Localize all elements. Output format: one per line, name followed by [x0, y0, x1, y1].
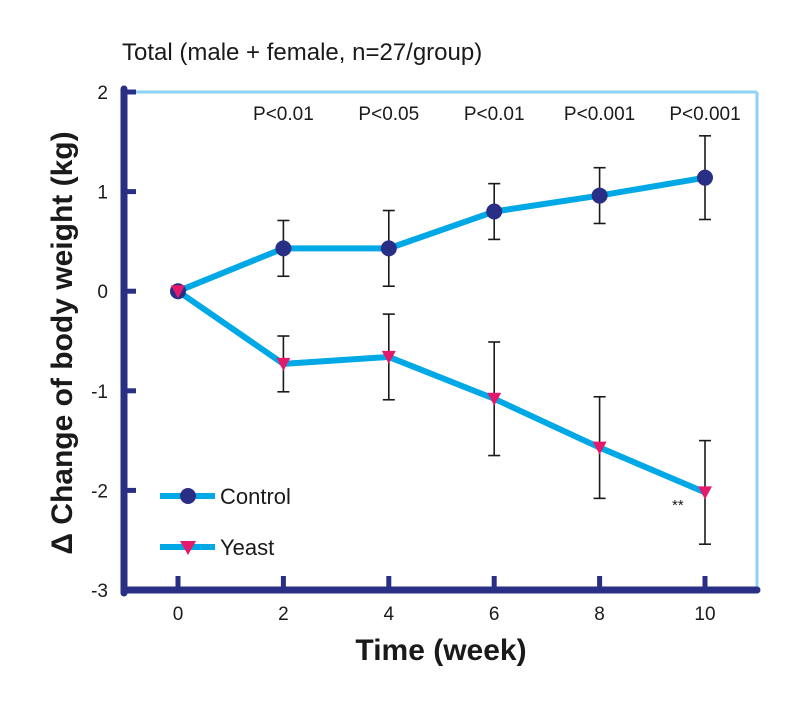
data-point-yeast [698, 486, 712, 500]
data-point-control [275, 240, 292, 257]
legend-label-yeast: Yeast [220, 535, 274, 560]
x-tick-label: 10 [694, 604, 715, 625]
data-point-control [591, 187, 608, 204]
data-point-yeast [381, 350, 396, 364]
data-point-yeast [171, 285, 185, 299]
y-tick-label: 0 [97, 282, 108, 303]
legend-marker-control [180, 488, 196, 504]
p-value-label: P<0.001 [669, 104, 740, 125]
chart-subtitle: Total (male + female, n=27/group) [122, 39, 482, 66]
y-tick-label: -2 [91, 481, 108, 502]
p-value-label: P<0.01 [464, 104, 525, 125]
x-tick-label: 4 [384, 604, 395, 625]
x-axis-title: Time (week) [355, 634, 526, 667]
data-point-control [380, 240, 397, 257]
x-tick-label: 6 [489, 604, 500, 625]
annotation-significance: ** [672, 497, 684, 514]
y-tick-label: -1 [91, 382, 108, 403]
data-point-yeast [487, 392, 502, 406]
y-tick-label: 2 [97, 83, 108, 104]
legend: Control Yeast [160, 484, 291, 560]
series-line-yeast [176, 288, 707, 496]
series-layer [170, 135, 713, 545]
p-value-label: P<0.05 [358, 104, 419, 125]
x-tick-label: 0 [173, 604, 184, 625]
data-point-yeast [276, 357, 291, 371]
p-value-label: P<0.001 [564, 104, 635, 125]
legend-marker-yeast [180, 541, 196, 555]
y-tick-label: 1 [97, 183, 108, 204]
p-value-label: P<0.01 [253, 104, 314, 125]
y-axis-title: Δ Change of body weight (kg) [46, 131, 79, 554]
data-point-control [486, 203, 503, 220]
p-values-layer: P<0.01 P<0.05 P<0.01 P<0.001 P<0.001 [253, 104, 741, 125]
ticks-layer: 210-1-2-30 2 4 6 8 10 [91, 83, 715, 625]
x-tick-label: 2 [278, 604, 289, 625]
data-point-control [697, 169, 713, 186]
x-tick-label: 8 [594, 604, 605, 625]
y-tick-label: -3 [91, 581, 108, 602]
data-point-yeast [592, 441, 607, 455]
legend-label-control: Control [220, 484, 291, 509]
series-line-control [176, 174, 706, 294]
